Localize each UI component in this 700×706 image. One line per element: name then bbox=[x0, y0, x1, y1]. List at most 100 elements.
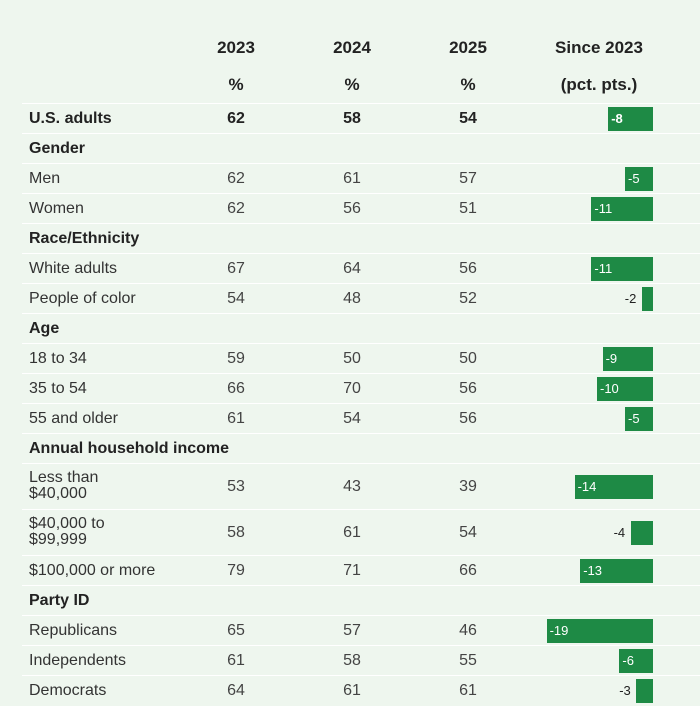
value-2023: 62 bbox=[227, 200, 245, 217]
value-2023: 79 bbox=[227, 562, 245, 579]
row-label: Men bbox=[29, 170, 61, 187]
value-2023: 62 bbox=[227, 110, 245, 127]
section-label: Age bbox=[29, 320, 60, 337]
row-label: Less than $40,000 bbox=[29, 469, 99, 502]
section-row: Party ID bbox=[22, 585, 700, 616]
change-label: -8 bbox=[611, 111, 623, 126]
value-2024: 70 bbox=[343, 380, 361, 397]
table-row: Republicans 65 57 46 -19 bbox=[22, 615, 700, 646]
change-bar bbox=[602, 347, 653, 371]
table-row: People of color 54 48 52 -2 bbox=[22, 283, 700, 314]
table-row: Democrats 64 61 61 -3 bbox=[22, 675, 700, 706]
value-2025: 56 bbox=[459, 410, 477, 427]
value-2025: 56 bbox=[459, 380, 477, 397]
row-label: 55 and older bbox=[29, 410, 118, 427]
value-2025: 46 bbox=[459, 622, 477, 639]
header-unit-2023: % bbox=[228, 75, 244, 94]
change-bar bbox=[591, 197, 653, 221]
row-label: White adults bbox=[29, 260, 118, 277]
change-label: -5 bbox=[628, 411, 640, 426]
section-label: Gender bbox=[29, 140, 86, 157]
value-2024: 61 bbox=[343, 682, 361, 699]
value-2024: 61 bbox=[343, 524, 361, 541]
section-row: Race/Ethnicity bbox=[22, 223, 700, 254]
value-2023: 59 bbox=[227, 350, 245, 367]
row-label: People of color bbox=[29, 290, 136, 307]
value-2024: 50 bbox=[343, 350, 361, 367]
table-row: U.S. adults 62 58 54 -8 bbox=[22, 103, 700, 134]
value-2024: 64 bbox=[343, 260, 361, 277]
value-2024: 71 bbox=[343, 562, 361, 579]
value-2023: 64 bbox=[227, 682, 245, 699]
change-bar bbox=[574, 475, 653, 499]
section-row: Annual household income bbox=[22, 433, 700, 464]
change-label: -6 bbox=[622, 653, 634, 668]
section-label: Annual household income bbox=[29, 440, 230, 457]
section-label: Race/Ethnicity bbox=[29, 230, 140, 247]
section-row: Gender bbox=[22, 133, 700, 164]
value-2023: 61 bbox=[227, 652, 245, 669]
row-label: U.S. adults bbox=[29, 110, 112, 127]
table-row: Men 62 61 57 -5 bbox=[22, 163, 700, 194]
value-2025: 57 bbox=[459, 170, 477, 187]
change-bar bbox=[546, 619, 653, 643]
change-label: -13 bbox=[583, 563, 602, 578]
row-label: Women bbox=[29, 200, 84, 217]
row-label: $40,000 to $99,999 bbox=[29, 515, 105, 548]
value-2025: 54 bbox=[459, 110, 477, 127]
value-2025: 66 bbox=[459, 562, 477, 579]
value-2024: 58 bbox=[343, 110, 361, 127]
value-2024: 57 bbox=[343, 622, 361, 639]
row-label: Republicans bbox=[29, 622, 118, 639]
table-header: 2023 2024 2025 Since 2023 % % % (pct. pt… bbox=[0, 0, 700, 102]
change-bar bbox=[619, 649, 653, 673]
value-2025: 51 bbox=[459, 200, 477, 217]
row-label: Democrats bbox=[29, 682, 107, 699]
row-label: Independents bbox=[29, 652, 126, 669]
change-label: -19 bbox=[549, 623, 569, 638]
header-2024: 2024 bbox=[333, 38, 371, 57]
value-2025: 55 bbox=[459, 652, 477, 669]
change-label: -11 bbox=[594, 201, 613, 216]
change-bar bbox=[625, 407, 653, 431]
change-bar bbox=[591, 257, 653, 281]
header-unit-2024: % bbox=[344, 75, 360, 94]
value-2024: 56 bbox=[343, 200, 361, 217]
row-label: $100,000 or more bbox=[29, 562, 156, 579]
change-label: -14 bbox=[577, 479, 597, 494]
value-2024: 54 bbox=[343, 410, 361, 427]
header-unit-2025: % bbox=[460, 75, 476, 94]
change-bar bbox=[641, 287, 653, 311]
value-2024: 43 bbox=[343, 478, 361, 495]
change-bar bbox=[608, 107, 653, 131]
change-bar bbox=[597, 377, 653, 401]
header-since-2023: Since 2023 bbox=[555, 38, 643, 57]
value-2024: 61 bbox=[343, 170, 361, 187]
value-2023: 58 bbox=[227, 524, 245, 541]
header-2025: 2025 bbox=[449, 38, 487, 57]
change-label: -5 bbox=[628, 171, 640, 186]
value-2023: 67 bbox=[227, 260, 245, 277]
value-2025: 39 bbox=[459, 478, 477, 495]
value-2023: 61 bbox=[227, 410, 245, 427]
table-row: White adults 67 64 56 -11 bbox=[22, 253, 700, 284]
row-label: 18 to 34 bbox=[29, 350, 87, 367]
value-2025: 52 bbox=[459, 290, 477, 307]
table-row: 55 and older 61 54 56 -5 bbox=[22, 403, 700, 434]
value-2024: 48 bbox=[343, 290, 361, 307]
value-2023: 53 bbox=[227, 478, 245, 495]
change-bar bbox=[580, 559, 653, 583]
value-2025: 54 bbox=[459, 524, 477, 541]
value-2025: 56 bbox=[459, 260, 477, 277]
value-2025: 50 bbox=[459, 350, 477, 367]
table-row: $100,000 or more 79 71 66 -13 bbox=[22, 555, 700, 586]
table-row: Less than $40,000 53 43 39 -14 bbox=[22, 463, 700, 510]
table-row: Women 62 56 51 -11 bbox=[22, 193, 700, 224]
change-bar bbox=[630, 521, 653, 545]
table-row: $40,000 to $99,999 58 61 54 -4 bbox=[22, 509, 700, 556]
change-label: -3 bbox=[619, 683, 631, 698]
value-2023: 54 bbox=[227, 290, 245, 307]
value-2023: 65 bbox=[227, 622, 245, 639]
change-label: -2 bbox=[624, 291, 637, 306]
change-label: -4 bbox=[613, 525, 626, 540]
